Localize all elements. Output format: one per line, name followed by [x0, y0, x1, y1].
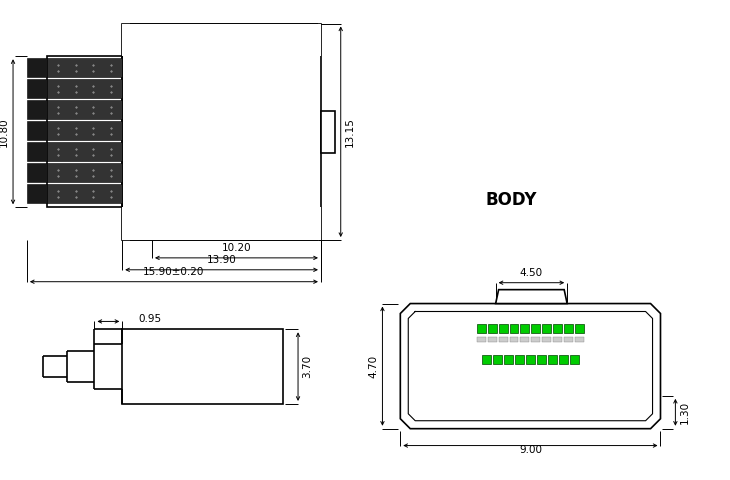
Bar — [575, 324, 584, 333]
Bar — [510, 337, 518, 342]
Bar — [47, 121, 122, 140]
Bar — [499, 324, 507, 333]
Bar — [122, 207, 321, 240]
Bar — [47, 100, 122, 119]
Bar — [47, 163, 122, 182]
Bar — [47, 58, 122, 77]
Bar — [122, 24, 321, 56]
Text: 1.30: 1.30 — [680, 401, 689, 424]
Bar — [531, 337, 540, 342]
Bar — [520, 337, 529, 342]
Bar — [564, 337, 573, 342]
Bar — [526, 355, 535, 364]
Bar — [27, 58, 47, 77]
Polygon shape — [400, 303, 661, 429]
Bar — [27, 100, 47, 119]
Text: BODY: BODY — [485, 191, 537, 209]
Bar — [122, 24, 321, 240]
Bar — [499, 337, 507, 342]
Bar — [27, 184, 47, 203]
Bar — [531, 324, 540, 333]
Text: 9.00: 9.00 — [519, 445, 542, 456]
Bar — [321, 111, 335, 153]
Bar — [477, 337, 485, 342]
Bar — [548, 355, 557, 364]
Bar — [569, 355, 579, 364]
Bar — [488, 324, 496, 333]
Bar — [564, 324, 573, 333]
Bar — [542, 324, 551, 333]
Bar — [27, 163, 47, 182]
Bar — [510, 324, 518, 333]
Bar — [47, 142, 122, 161]
Polygon shape — [496, 289, 567, 303]
Text: 10.80: 10.80 — [0, 117, 9, 146]
Bar — [27, 79, 47, 98]
Bar — [558, 355, 568, 364]
Bar — [515, 355, 524, 364]
Bar — [122, 329, 283, 404]
Bar — [27, 142, 47, 161]
Bar — [575, 337, 584, 342]
Text: 13.90: 13.90 — [207, 255, 237, 265]
Bar — [477, 324, 485, 333]
Bar — [47, 79, 122, 98]
Bar — [537, 355, 546, 364]
Text: 15.90±0.20: 15.90±0.20 — [143, 267, 204, 277]
Text: 10.20: 10.20 — [222, 243, 251, 253]
Text: 3.70: 3.70 — [302, 355, 312, 378]
Bar — [483, 355, 491, 364]
Bar — [520, 324, 529, 333]
Bar — [553, 337, 562, 342]
Bar — [553, 324, 562, 333]
Text: 0.95: 0.95 — [138, 314, 161, 324]
Bar — [493, 355, 502, 364]
Bar — [47, 184, 122, 203]
Bar — [47, 56, 122, 207]
Text: 4.50: 4.50 — [520, 268, 543, 278]
Bar — [542, 337, 551, 342]
Text: 13.15: 13.15 — [345, 117, 355, 147]
Bar — [27, 121, 47, 140]
Text: 4.70: 4.70 — [369, 355, 378, 378]
Bar — [504, 355, 513, 364]
Bar — [488, 337, 496, 342]
